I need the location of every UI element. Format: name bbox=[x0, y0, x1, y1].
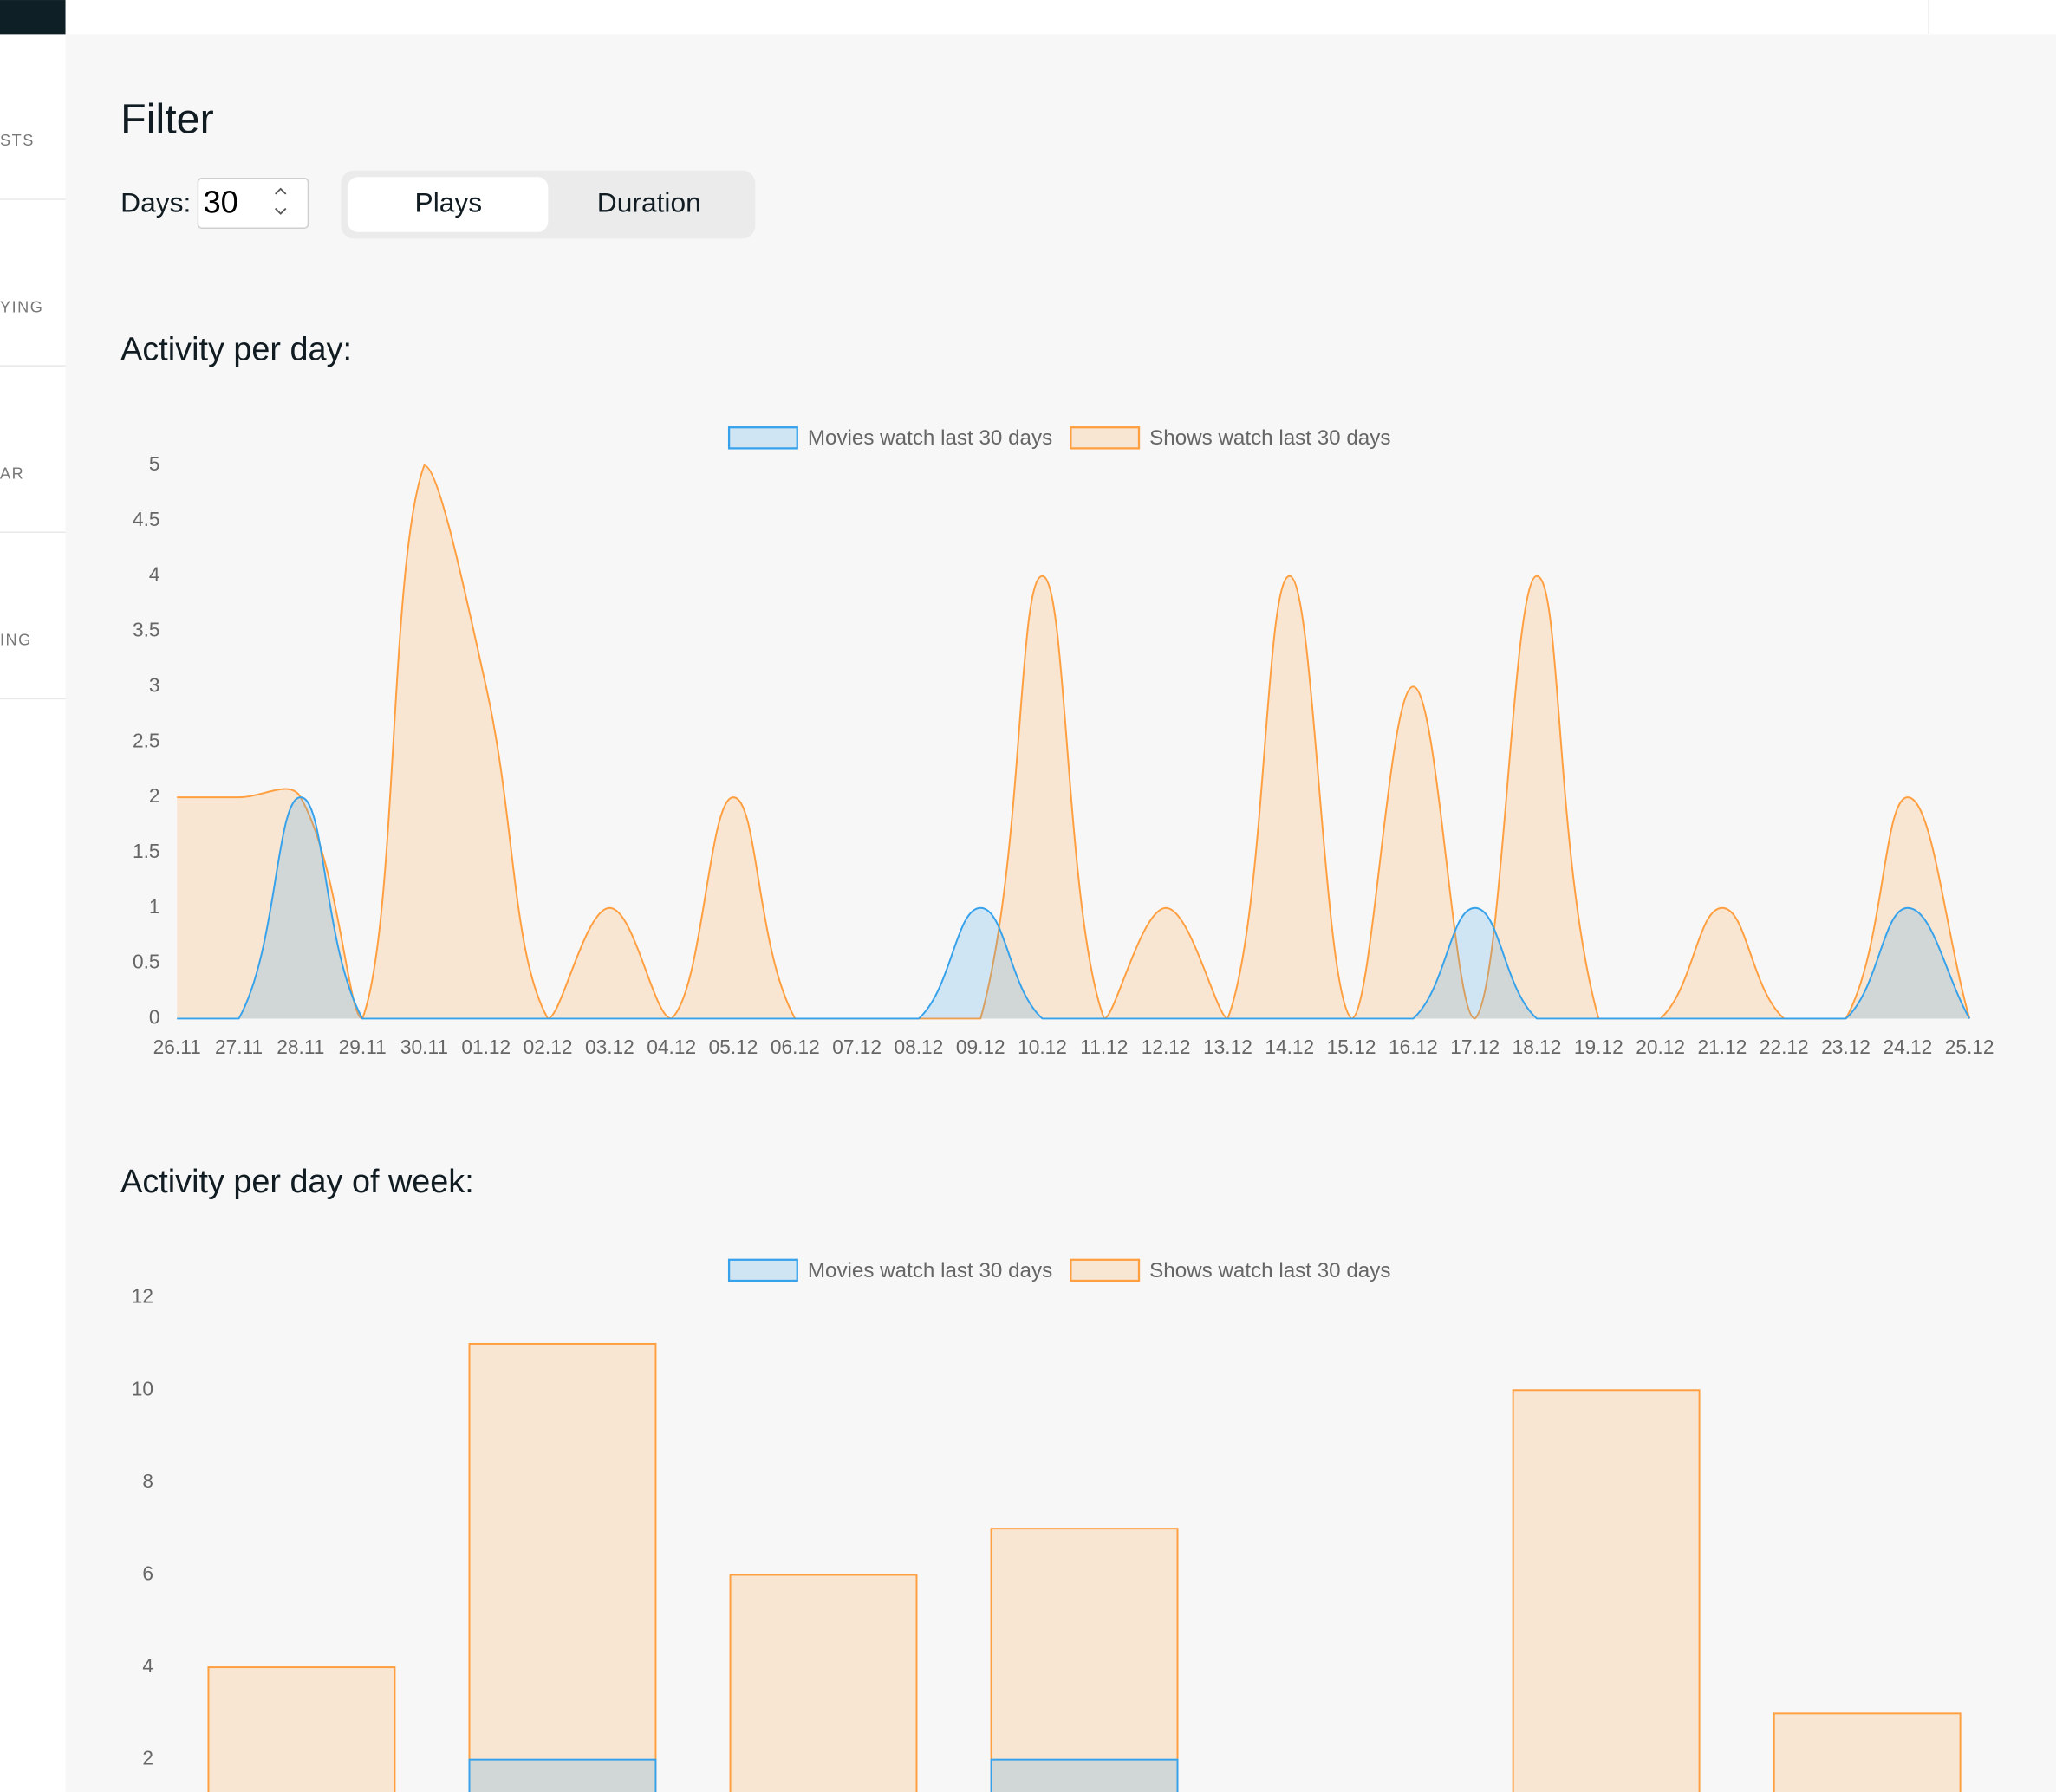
bar bbox=[729, 1574, 918, 1792]
x-tick-label: 16.12 bbox=[1389, 1036, 1438, 1058]
charts: Activity per day: Movies watch last 30 da… bbox=[120, 331, 1994, 1792]
bar bbox=[990, 1758, 1179, 1792]
x-tick-label: 19.12 bbox=[1574, 1036, 1623, 1058]
sidebar-items: STS YING AR ING bbox=[0, 132, 66, 700]
x-tick-label: 04.12 bbox=[647, 1036, 696, 1058]
x-tick-label: 18.12 bbox=[1513, 1036, 1562, 1058]
x-tick-label: 21.12 bbox=[1698, 1036, 1747, 1058]
bar bbox=[468, 1342, 657, 1792]
x-tick-label: 13.12 bbox=[1203, 1036, 1252, 1058]
y-tick-label: 4 bbox=[142, 1654, 153, 1677]
sidebar-item[interactable]: YING bbox=[0, 298, 43, 315]
logo-block bbox=[0, 0, 66, 35]
x-tick-label: 24.12 bbox=[1883, 1036, 1932, 1058]
legend-label[interactable]: Shows watch last 30 days bbox=[1149, 426, 1390, 450]
x-tick-label: 15.12 bbox=[1327, 1036, 1376, 1058]
area-fill bbox=[177, 465, 1970, 1019]
x-tick-label: 03.12 bbox=[585, 1036, 634, 1058]
y-tick-label: 2 bbox=[149, 784, 160, 807]
sidebar-item[interactable]: ING bbox=[0, 632, 32, 649]
legend-label[interactable]: Movies watch last 30 days bbox=[808, 1259, 1052, 1282]
spinner[interactable] bbox=[275, 187, 287, 215]
y-tick-label: 0.5 bbox=[133, 951, 160, 973]
x-tick-label: 23.12 bbox=[1821, 1036, 1871, 1058]
x-tick-label: 12.12 bbox=[1142, 1036, 1191, 1058]
x-tick-label: 17.12 bbox=[1450, 1036, 1500, 1058]
bar bbox=[990, 1528, 1179, 1792]
x-tick-label: 26.11 bbox=[153, 1036, 201, 1058]
days-value: 30 bbox=[203, 185, 237, 220]
x-tick-label: 28.11 bbox=[277, 1036, 324, 1058]
legend-label[interactable]: Movies watch last 30 days bbox=[808, 426, 1052, 450]
y-tick-label: 8 bbox=[142, 1470, 153, 1492]
x-tick-label: 10.12 bbox=[1018, 1036, 1067, 1058]
y-tick-label: 5 bbox=[149, 452, 160, 475]
y-tick-label: 12 bbox=[132, 1285, 153, 1308]
y-tick-label: 1 bbox=[149, 895, 160, 918]
legend-swatch bbox=[1070, 1258, 1141, 1282]
mode-button[interactable]: Plays bbox=[415, 186, 483, 218]
legend-label[interactable]: Shows watch last 30 days bbox=[1149, 1259, 1390, 1282]
y-tick-label: 0 bbox=[149, 1005, 160, 1028]
bar bbox=[468, 1758, 657, 1792]
x-tick-label: 20.12 bbox=[1636, 1036, 1685, 1058]
mode-active-bg bbox=[347, 177, 549, 232]
x-tick-label: 22.12 bbox=[1760, 1036, 1809, 1058]
bar bbox=[1512, 1389, 1701, 1792]
days-input[interactable] bbox=[197, 178, 309, 230]
mode-button[interactable]: Duration bbox=[597, 186, 701, 218]
chart-title: Activity per day: bbox=[120, 331, 352, 367]
y-tick-label: 1.5 bbox=[133, 840, 160, 862]
x-tick-label: 29.11 bbox=[339, 1036, 387, 1058]
x-tick-label: 14.12 bbox=[1265, 1036, 1314, 1058]
x-tick-label: 09.12 bbox=[956, 1036, 1005, 1058]
bar bbox=[207, 1666, 396, 1792]
sidebar bbox=[0, 0, 66, 1792]
days-label: Days: bbox=[120, 186, 191, 218]
legend-swatch bbox=[727, 426, 798, 450]
y-tick-label: 3 bbox=[149, 673, 160, 696]
y-tick-label: 3.5 bbox=[133, 619, 160, 641]
line bbox=[177, 796, 1971, 1020]
x-tick-label: 11.12 bbox=[1080, 1036, 1128, 1058]
y-tick-label: 2 bbox=[142, 1747, 153, 1769]
x-tick-label: 27.11 bbox=[215, 1036, 263, 1058]
y-tick-label: 4.5 bbox=[133, 508, 160, 530]
x-tick-label: 05.12 bbox=[709, 1036, 758, 1058]
x-tick-label: 06.12 bbox=[771, 1036, 820, 1058]
legend-swatch bbox=[1070, 426, 1141, 450]
sidebar-item[interactable]: AR bbox=[0, 464, 24, 482]
y-tick-label: 4 bbox=[149, 563, 160, 586]
x-tick-label: 30.11 bbox=[400, 1036, 448, 1058]
x-tick-label: 25.12 bbox=[1945, 1036, 1994, 1058]
chart-title: Activity per day of week: bbox=[120, 1164, 474, 1200]
x-tick-label: 07.12 bbox=[832, 1036, 882, 1058]
sidebar-item[interactable]: STS bbox=[0, 132, 35, 149]
x-tick-label: 02.12 bbox=[524, 1036, 573, 1058]
y-tick-label: 6 bbox=[142, 1562, 153, 1584]
x-tick-label: 01.12 bbox=[461, 1036, 511, 1058]
y-tick-label: 2.5 bbox=[133, 729, 160, 751]
top-bar bbox=[65, 0, 2056, 35]
bar bbox=[1773, 1712, 1962, 1792]
mode-buttons: Plays Duration bbox=[347, 177, 701, 232]
y-tick-label: 10 bbox=[132, 1377, 153, 1399]
x-tick-label: 08.12 bbox=[895, 1036, 944, 1058]
filter-title: Filter bbox=[120, 95, 214, 142]
legend-swatch bbox=[727, 1258, 798, 1282]
